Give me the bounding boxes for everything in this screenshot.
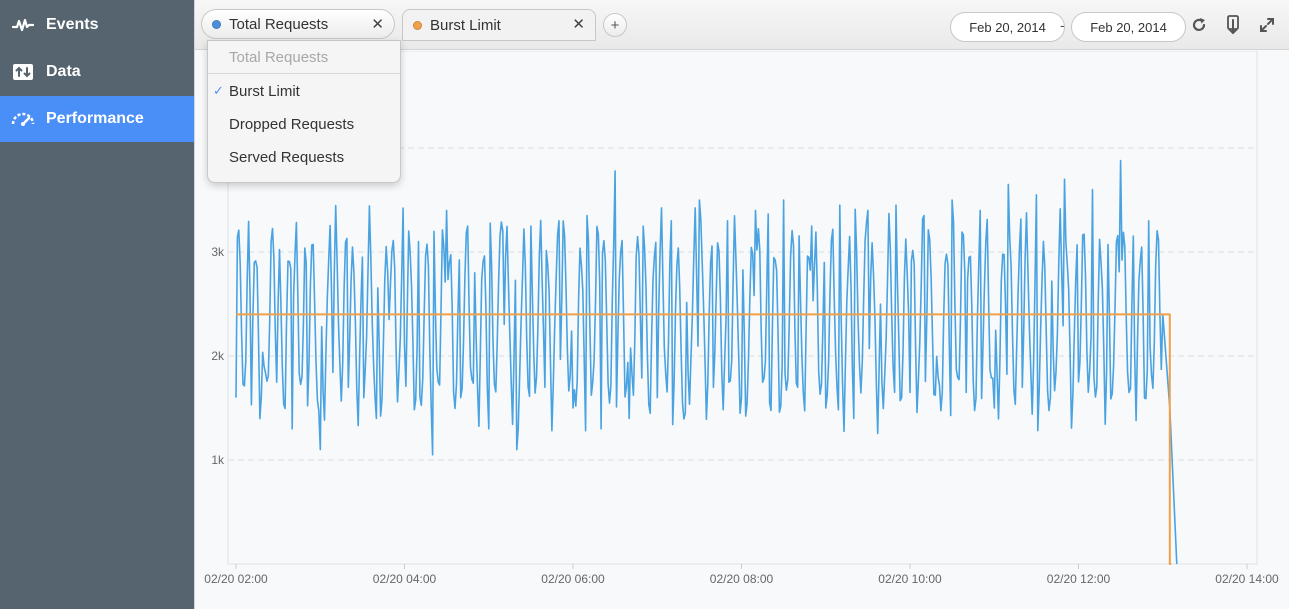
sidebar-item-events[interactable]: Events: [0, 2, 194, 48]
x-tick-label: 02/20 10:00: [878, 572, 942, 586]
checkmark-icon: ✓: [213, 83, 224, 98]
sidebar-item-label: Data: [46, 63, 81, 80]
x-tick-label: 02/20 12:00: [1047, 572, 1111, 586]
speedometer-icon: [0, 111, 46, 127]
tab-label: Burst Limit: [430, 16, 501, 34]
x-tick-label: 02/20 14:00: [1215, 572, 1279, 586]
end-date-picker[interactable]: Feb 20, 2014: [1071, 12, 1186, 42]
close-icon[interactable]: ✕: [572, 16, 585, 33]
x-tick-label: 02/20 08:00: [710, 572, 774, 586]
data-transfer-icon: [0, 63, 46, 81]
sidebar-item-performance[interactable]: Performance: [0, 96, 194, 142]
series-color-dot: [212, 19, 221, 29]
download-icon[interactable]: [1222, 14, 1244, 36]
dropdown-item-total-requests: Total Requests: [208, 41, 400, 74]
activity-icon: [0, 17, 46, 33]
dropdown-item-burst-limit[interactable]: ✓ Burst Limit: [208, 75, 400, 108]
series-color-dot: [413, 20, 422, 30]
expand-icon[interactable]: [1256, 14, 1278, 36]
tab-burst-limit[interactable]: Burst Limit ✕: [402, 9, 596, 41]
add-series-button[interactable]: +: [603, 13, 627, 37]
dropdown-item-served-requests[interactable]: Served Requests: [229, 149, 345, 166]
close-icon[interactable]: ✕: [371, 16, 384, 33]
x-tick-label: 02/20 04:00: [373, 572, 437, 586]
series-dropdown-menu: Total Requests ✓ Burst Limit Dropped Req…: [207, 40, 401, 183]
x-tick-label: 02/20 02:00: [204, 572, 268, 586]
dropdown-item-label: Burst Limit: [229, 83, 300, 100]
sidebar-item-label: Events: [46, 16, 99, 33]
start-date-picker[interactable]: Feb 20, 2014: [950, 12, 1065, 42]
y-tick-label: 2k: [211, 349, 225, 363]
y-tick-label: 3k: [211, 245, 225, 259]
y-tick-label: 1k: [211, 453, 225, 467]
sidebar-item-data[interactable]: Data: [0, 49, 194, 95]
series-line-burst-limit: [236, 313, 1172, 565]
x-tick-label: 02/20 06:00: [541, 572, 605, 586]
tab-total-requests[interactable]: Total Requests ✕: [201, 9, 395, 39]
refresh-icon[interactable]: [1188, 14, 1210, 36]
sidebar: Events Data Performance: [0, 0, 194, 609]
sidebar-item-label: Performance: [46, 110, 144, 127]
series-line-total-requests: [235, 159, 1178, 565]
dropdown-item-dropped-requests[interactable]: Dropped Requests: [229, 116, 355, 133]
date-separator: -: [1060, 17, 1065, 33]
tab-label: Total Requests: [229, 15, 329, 33]
